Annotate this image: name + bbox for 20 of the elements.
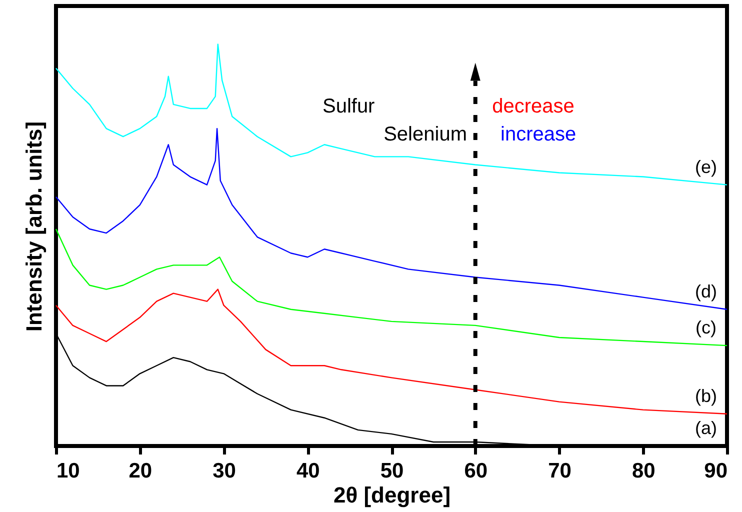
x-tick-label: 10 xyxy=(56,460,80,482)
x-tick-label: 90 xyxy=(704,460,728,482)
series-label: (e) xyxy=(695,156,718,177)
x-tick-label: 80 xyxy=(632,460,656,482)
series-label: (d) xyxy=(695,281,718,302)
annotation: Selenium xyxy=(384,124,467,146)
x-tick-label: 60 xyxy=(464,460,488,482)
y-axis-title: Intensity [arb. units] xyxy=(22,121,46,332)
x-tick-label: 40 xyxy=(296,460,320,482)
x-tick-label: 20 xyxy=(128,460,152,482)
x-tick-label: 70 xyxy=(548,460,572,482)
x-tick-label: 50 xyxy=(380,460,404,482)
annotation: increase xyxy=(500,124,576,146)
annotation: decrease xyxy=(492,95,574,118)
series-label: (b) xyxy=(695,386,718,406)
series-label: (c) xyxy=(696,318,717,338)
x-tick-label: 30 xyxy=(212,460,236,482)
annotation: Sulfur xyxy=(322,95,376,118)
x-axis-title: 2θ [degree] xyxy=(333,482,451,508)
series-label: (a) xyxy=(695,418,718,438)
